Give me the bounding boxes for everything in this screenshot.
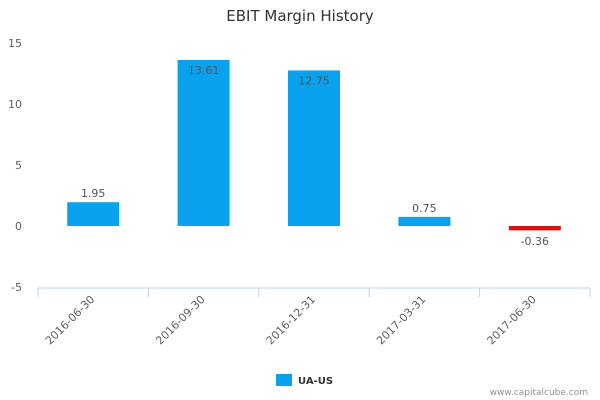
bars (67, 59, 561, 231)
y-tick-label: 10 (8, 98, 22, 111)
x-tick-label: 2017-06-30 (485, 293, 539, 347)
y-axis-ticks: 15 10 5 0 -5 (8, 37, 22, 294)
data-label-2017-03-31: 0.75 (412, 202, 437, 215)
data-label-2016-06-30: 1.95 (81, 187, 106, 200)
y-tick-label: -5 (11, 281, 22, 294)
x-tick-label: 2016-06-30 (43, 293, 97, 347)
bar-2016-12-31[interactable] (288, 70, 340, 226)
credit-text: www.capitalcube.com (490, 388, 588, 398)
legend-swatch (276, 374, 292, 386)
data-label-2016-12-31: 12.75 (298, 74, 330, 87)
bar-2016-09-30[interactable] (177, 59, 230, 226)
y-tick-label: 15 (8, 37, 22, 50)
x-tick-label: 2017-03-31 (374, 293, 428, 347)
legend-label: UA-US (298, 376, 333, 387)
x-axis: 2016-06-30 2016-09-30 2016-12-31 2017-03-31… (37, 287, 591, 347)
x-tick-label: 2016-12-31 (264, 293, 318, 347)
chart-title: EBIT Margin History (226, 7, 374, 25)
data-label-2017-06-30: -0.36 (521, 235, 549, 248)
data-label-2016-09-30: 13.61 (188, 64, 220, 77)
x-tick-label: 2016-09-30 (153, 293, 207, 347)
y-tick-label: 0 (15, 220, 22, 233)
bar-2017-06-30[interactable] (508, 226, 561, 231)
bar-2016-06-30[interactable] (67, 202, 120, 226)
bar-2017-03-31[interactable] (398, 216, 451, 226)
data-labels: 1.95 13.61 12.75 0.75 -0.36 (81, 64, 549, 248)
y-tick-label: 5 (15, 159, 22, 172)
legend[interactable]: UA-US (276, 374, 333, 387)
